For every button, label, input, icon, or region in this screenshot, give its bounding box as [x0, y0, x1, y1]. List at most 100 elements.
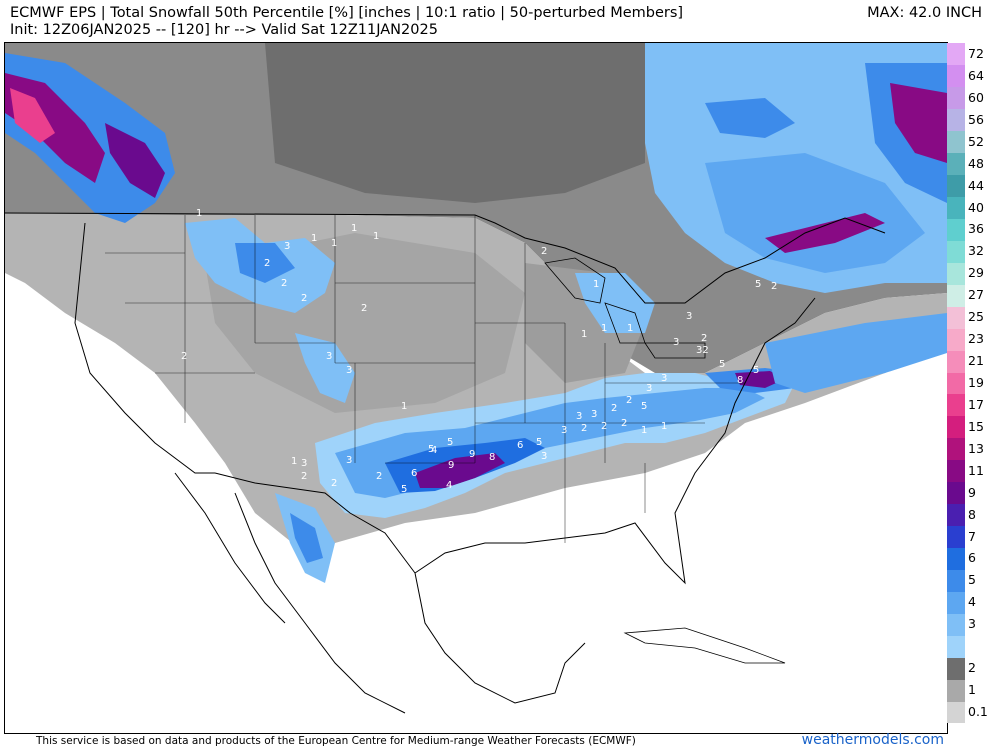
colorbar-tick-label: 0.1	[968, 704, 988, 720]
max-value-label: MAX: 42.0 INCH	[867, 5, 982, 21]
colorbar-segment	[947, 43, 965, 66]
colorbar-tick-label: 44	[968, 177, 984, 193]
snow-amount-label: 2	[771, 281, 777, 292]
colorbar	[947, 43, 965, 724]
snow-amount-label: 3	[576, 411, 582, 422]
colorbar-tick-label: 2	[968, 660, 976, 676]
snow-amount-label: 3	[686, 311, 692, 322]
us-mexico-border	[214, 472, 416, 574]
snow-amount-label: 9	[469, 449, 475, 460]
snow-amount-label: 2	[626, 395, 632, 406]
snow-amount-label: 5	[719, 359, 725, 370]
colorbar-segment	[947, 393, 965, 417]
snow-amount-label: 2	[301, 471, 307, 482]
colorbar-tick-label: 52	[968, 133, 984, 149]
colorbar-segment	[947, 481, 965, 505]
snow-amount-label: 5	[641, 401, 647, 412]
snow-amount-label: 2	[701, 333, 707, 344]
colorbar-segment	[947, 174, 965, 198]
snow-amount-label: 2	[281, 278, 287, 289]
colorbar-tick-label: 29	[968, 265, 984, 281]
colorbar-tick-label: 60	[968, 89, 984, 105]
colorbar-tick-label: 32	[968, 243, 984, 259]
colorbar-tick-label: 25	[968, 309, 984, 325]
snow-amount-label: 5	[755, 279, 761, 290]
website-link[interactable]: weathermodels.com	[801, 732, 944, 748]
colorbar-segment	[947, 130, 965, 154]
snow-amount-label: 4	[446, 480, 452, 491]
colorbar-segment	[947, 679, 965, 702]
snow-amount-label: 3	[346, 455, 352, 466]
snow-amount-label: 8	[737, 375, 743, 386]
colorbar-segment	[947, 306, 965, 329]
snow-amount-label: 2	[581, 423, 587, 434]
colorbar-tick-label: 64	[968, 67, 984, 83]
snow-amount-label: 1	[661, 421, 667, 432]
baja	[174, 472, 286, 624]
colorbar-segment	[947, 525, 965, 548]
colorbar-tick-label: 72	[968, 45, 984, 61]
snowfall-map: 9 9 8 6 5 5 5 4 4 6 5 3 3 2 2 2 1 1 3 3 2 2 3 3 32 5 8 5 3 2 1 1 3 3 2 1 1 2 2…	[4, 42, 948, 734]
colorbar-segment	[947, 108, 965, 132]
colorbar-segment	[947, 350, 965, 373]
us-canada-border	[5, 212, 886, 304]
colorbar-segment	[947, 218, 965, 241]
colorbar-segment	[947, 64, 965, 88]
mexico-coast	[414, 572, 586, 704]
colorbar-segment	[947, 372, 965, 395]
snow-amount-label: 2	[611, 403, 617, 414]
colorbar-tick-label: 17	[968, 396, 984, 412]
snow-amount-label: 5	[428, 444, 434, 455]
snow-amount-label: 1	[641, 425, 647, 436]
gulf-coast	[414, 297, 816, 585]
snow-amount-label: 1	[601, 323, 607, 334]
snow-amount-label: 1	[351, 223, 357, 234]
colorbar-tick-label: 1	[968, 682, 976, 698]
snow-amount-label: 5	[401, 484, 407, 495]
colorbar-tick-label: 21	[968, 353, 984, 369]
snow-amount-label: 3	[661, 373, 667, 384]
colorbar-segment	[947, 415, 965, 439]
colorbar-tick-label: 13	[968, 440, 984, 456]
colorbar-tick-label: 23	[968, 331, 984, 347]
map-title: ECMWF EPS | Total Snowfall 50th Percenti…	[10, 5, 684, 21]
colorbar-tick-label: 56	[968, 111, 984, 127]
colorbar-tick-label: 7	[968, 528, 976, 544]
colorbar-segment	[947, 569, 965, 592]
snow-amount-label: 1	[627, 323, 633, 334]
colorbar-tick-label: 8	[968, 506, 976, 522]
snow-amount-label: 2	[621, 418, 627, 429]
colorbar-tick-label: 15	[968, 418, 984, 434]
snow-amount-label: 9	[448, 460, 454, 471]
snow-amount-label: 1	[291, 456, 297, 467]
snow-amount-label: 5	[536, 437, 542, 448]
snow-amount-label: 8	[489, 452, 495, 463]
snow-amount-label: 3	[346, 365, 352, 376]
snow-amount-label: 5	[447, 437, 453, 448]
snow-amount-label: 3	[561, 425, 567, 436]
colorbar-segment	[947, 262, 965, 285]
colorbar-segment	[947, 459, 965, 483]
colorbar-segment	[947, 591, 965, 614]
colorbar-segment	[947, 657, 965, 680]
colorbar-segment	[947, 701, 965, 724]
colorbar-tick-label: 9	[968, 484, 976, 500]
snow-amount-label: 2	[361, 303, 367, 314]
snow-amount-label: 3	[591, 409, 597, 420]
snow-amount-label: 2	[301, 293, 307, 304]
snow-amount-label: 1	[581, 329, 587, 340]
colorbar-segment	[947, 547, 965, 570]
snow-amount-label: 3	[541, 451, 547, 462]
snow-amount-label: 1	[196, 208, 202, 219]
colorbar-segment	[947, 196, 965, 219]
colorbar-segment	[947, 86, 965, 110]
snow-amount-label: 32	[696, 345, 709, 356]
colorbar-tick-label: 4	[968, 594, 976, 610]
snow-amount-label: 3	[646, 383, 652, 394]
colorbar-segment	[947, 328, 965, 351]
snow-amount-label: 2	[331, 478, 337, 489]
colorbar-tick-label: 48	[968, 155, 984, 171]
colorbar-segment	[947, 437, 965, 461]
map-subtitle: Init: 12Z06JAN2025 -- [120] hr --> Valid…	[10, 22, 438, 38]
